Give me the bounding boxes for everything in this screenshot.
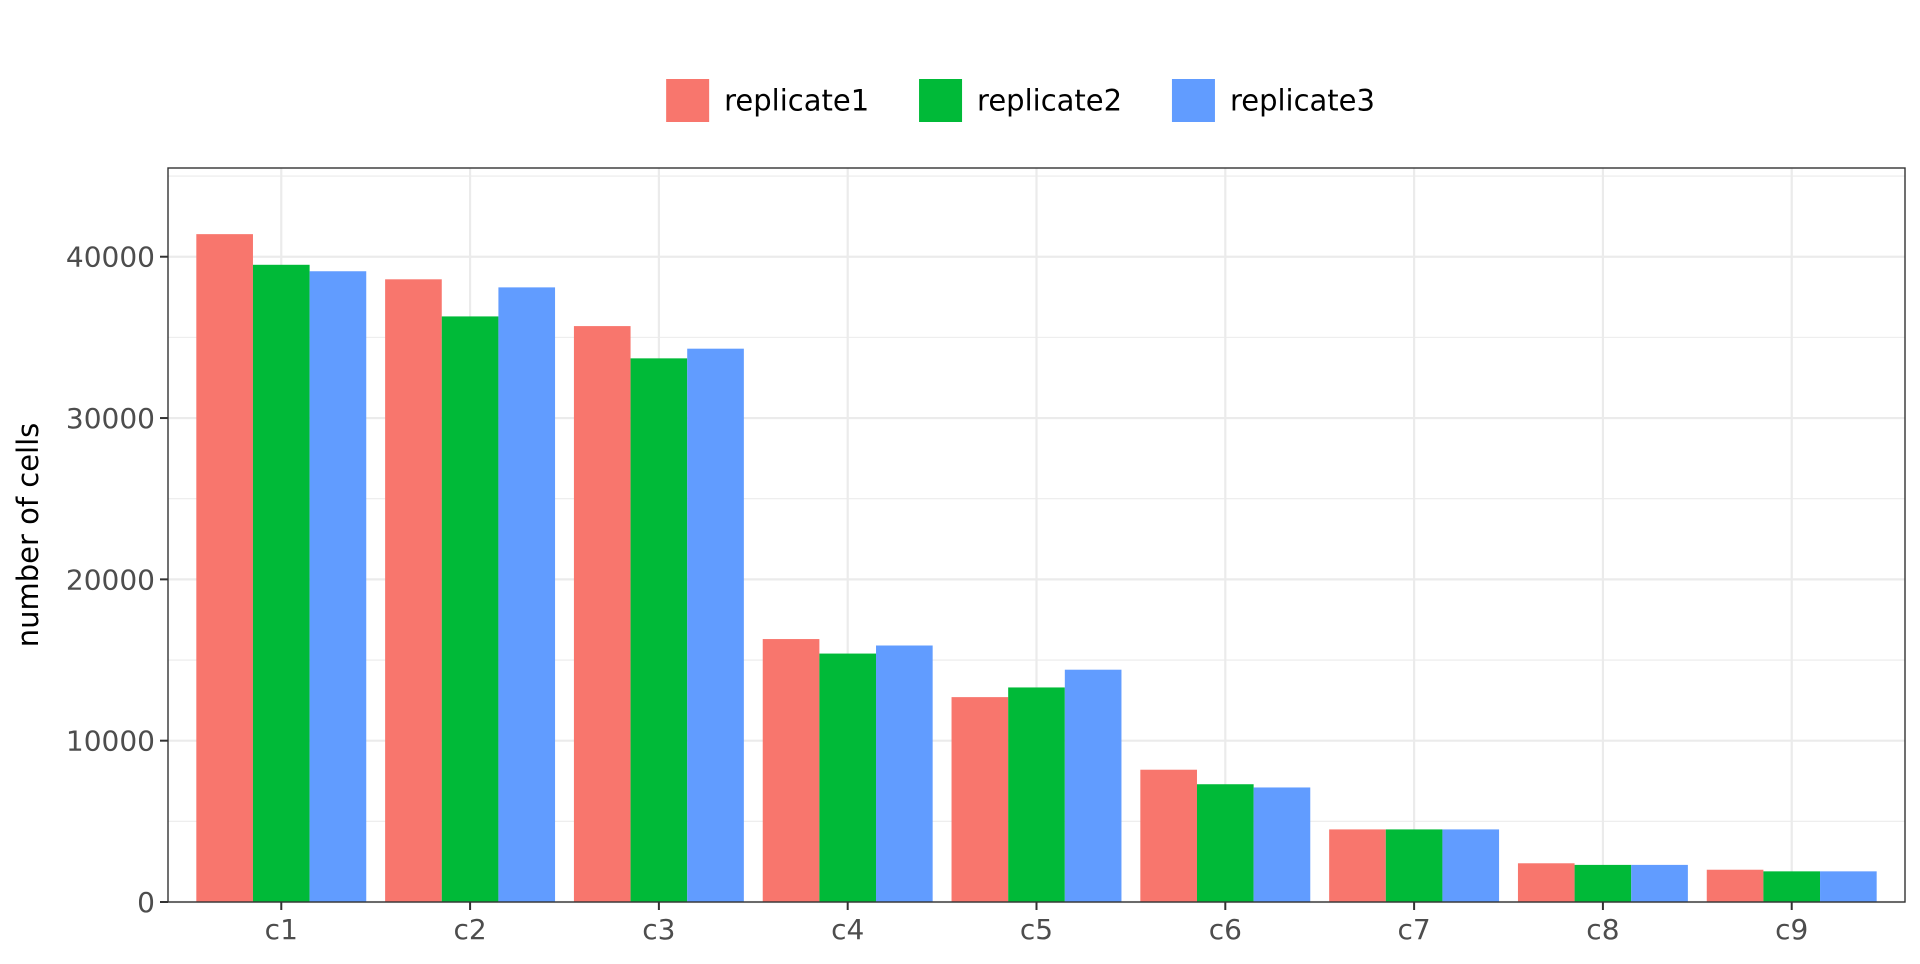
bar-replicate1-c3: [573, 326, 631, 903]
bar-replicate3-c7: [1442, 829, 1500, 902]
bar-replicate3-c2: [498, 287, 556, 902]
legend-item-replicate1: replicate1: [666, 79, 869, 122]
x-tick-label: c6: [1209, 913, 1242, 946]
x-tick-label: c1: [265, 913, 298, 946]
x-tick-label: c4: [831, 913, 864, 946]
bar-replicate1-c5: [951, 697, 1009, 902]
legend-key: [919, 79, 963, 122]
bar-replicate2-c6: [1196, 784, 1254, 902]
bar-replicate3-c5: [1064, 669, 1122, 902]
bar-replicate3-c4: [876, 645, 933, 902]
legend-label: replicate2: [977, 84, 1122, 118]
bar-replicate1-c1: [196, 234, 253, 903]
legend-label: replicate1: [724, 84, 869, 118]
legend-key: [666, 79, 710, 122]
bar-replicate2-c5: [1008, 687, 1065, 902]
bar-replicate2-c7: [1385, 829, 1443, 902]
axes: 0 10000 20000 30000 40000 c1 c2 c3 c4 c5 c6 c7 c8 c9: [66, 241, 1808, 946]
x-tick-label: c9: [1775, 913, 1808, 946]
bar-replicate2-c3: [630, 358, 688, 902]
bar-replicate2-c1: [252, 264, 310, 902]
bar-replicate1-c4: [762, 639, 820, 902]
bar-replicate1-c6: [1140, 769, 1197, 902]
bar-replicate1-c8: [1517, 863, 1575, 902]
y-axis-label: number of cells: [11, 423, 45, 648]
bar-replicate3-c9: [1820, 871, 1877, 902]
bar-replicate1-c7: [1329, 829, 1386, 902]
bar-replicate3-c6: [1253, 787, 1311, 902]
bar-replicate3-c3: [687, 348, 744, 903]
y-tick-label: 40000: [66, 241, 155, 274]
y-tick-label: 20000: [66, 563, 155, 596]
legend-key: [1171, 79, 1215, 122]
x-tick-label: c2: [453, 913, 486, 946]
legend-label: replicate3: [1230, 84, 1375, 118]
bar-replicate1-c9: [1706, 869, 1764, 902]
x-tick-label: c5: [1020, 913, 1053, 946]
bar-replicate1-c2: [385, 279, 442, 902]
bars: [196, 234, 1877, 903]
y-tick-label: 0: [137, 886, 155, 919]
bar-replicate2-c8: [1574, 864, 1632, 902]
bar-replicate2-c4: [819, 653, 877, 902]
legend-item-replicate3: replicate3: [1171, 79, 1375, 122]
x-tick-label: c7: [1397, 913, 1430, 946]
legend: replicate1 replicate2 replicate3: [666, 79, 1375, 122]
bar-replicate2-c2: [441, 316, 499, 902]
x-tick-label: c3: [642, 913, 675, 946]
bar-replicate3-c1: [309, 271, 367, 902]
bar-replicate2-c9: [1763, 871, 1821, 902]
y-tick-label: 30000: [66, 402, 155, 435]
y-tick-label: 10000: [66, 725, 155, 758]
x-tick-label: c8: [1586, 913, 1619, 946]
bar-replicate3-c8: [1631, 864, 1688, 902]
legend-item-replicate2: replicate2: [919, 79, 1122, 122]
